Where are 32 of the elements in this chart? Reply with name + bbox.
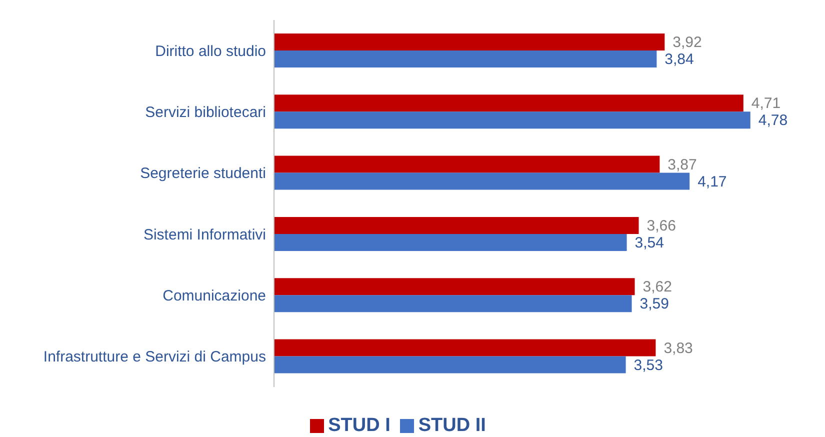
data-label: 3,62 [642,278,672,296]
data-label: 3,66 [646,217,676,234]
legend-label: STUD II [418,415,486,436]
data-label: 4,71 [751,95,781,112]
bar [274,339,656,356]
bar [274,50,657,68]
y-tick-label: Segreterie studenti [140,165,266,182]
bar [274,112,750,129]
data-label: 3,84 [664,50,694,68]
y-tick-label: Infrastrutture e Servizi di Campus [43,348,266,366]
data-label: 3,92 [672,34,702,51]
bar [274,278,635,296]
bar [274,172,690,190]
y-tick-label: Diritto allo studio [155,42,266,60]
data-label: 3,54 [634,234,664,252]
data-label: 3,59 [640,296,669,313]
y-tick-label: Sistemi Informativi [143,226,266,244]
data-label: 3,87 [668,156,697,174]
bar [274,295,632,312]
bar [274,156,660,173]
bar [274,356,626,374]
data-label: 3,83 [664,340,693,357]
bar [274,94,744,112]
legend-label: STUD I [328,415,390,436]
bar [274,33,665,50]
y-tick-label: Servizi bibliotecari [145,104,266,122]
bar [274,216,639,234]
data-label: 4,78 [758,112,788,130]
data-label: 3,53 [634,356,663,374]
y-tick-label: Comunicazione [162,288,266,305]
bar [274,234,627,251]
data-label: 4,17 [698,173,727,190]
